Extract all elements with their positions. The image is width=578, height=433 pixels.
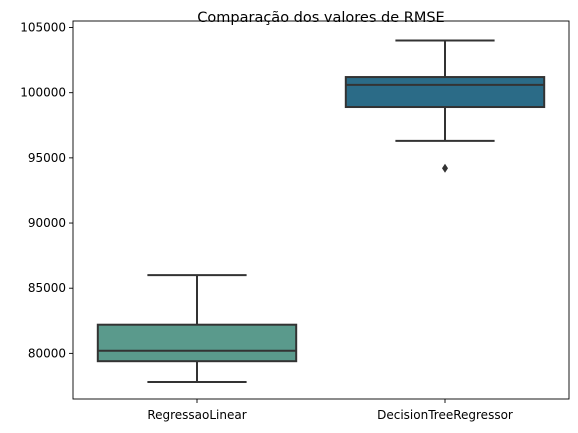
x-tick-label-0: RegressaoLinear bbox=[147, 408, 246, 422]
y-tick-label-1: 85000 bbox=[28, 281, 66, 295]
box-1-outlier-0 bbox=[442, 163, 448, 173]
chart-title: Comparação dos valores de RMSE bbox=[197, 10, 444, 26]
y-tick-label-2: 90000 bbox=[28, 216, 66, 230]
box-1-iqr bbox=[344, 76, 546, 109]
y-tick-label-3: 95000 bbox=[28, 151, 66, 165]
plot-frame bbox=[72, 20, 570, 400]
x-tick-label-1: DecisionTreeRegressor bbox=[377, 408, 513, 422]
box-0-iqr bbox=[96, 323, 298, 363]
y-tick-label-0: 80000 bbox=[28, 346, 66, 360]
y-tick-label-4: 100000 bbox=[20, 86, 66, 100]
y-tick-label-5: 105000 bbox=[20, 21, 66, 35]
